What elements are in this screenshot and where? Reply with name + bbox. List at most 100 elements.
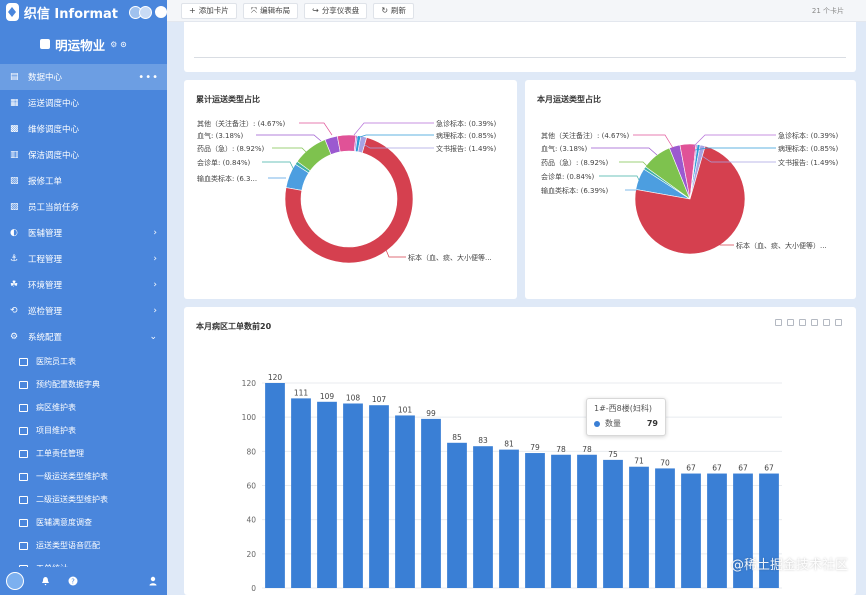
- avatar[interactable]: [6, 572, 24, 590]
- refresh-icon[interactable]: [799, 319, 806, 326]
- sidebar-item[interactable]: ▦ 运送调度中心: [0, 90, 167, 116]
- sidebar-item[interactable]: ◐ 医辅管理 ›: [0, 220, 167, 246]
- sidebar-item[interactable]: ☘ 环境管理 ›: [0, 272, 167, 298]
- user-settings-icon[interactable]: [147, 574, 161, 588]
- data-view-icon[interactable]: [787, 319, 794, 326]
- bar[interactable]: [577, 454, 597, 588]
- sidebar-item[interactable]: ▩ 维修调度中心: [0, 116, 167, 142]
- tooltip-title: 1#-西8楼(妇科): [594, 404, 653, 413]
- pie-slice[interactable]: [284, 137, 414, 264]
- org-settings-icon[interactable]: ⚙ ⊙: [110, 39, 127, 49]
- bar[interactable]: [265, 383, 285, 588]
- sidebar-item[interactable]: ▨ 员工当前任务: [0, 194, 167, 220]
- add-card-button[interactable]: + 添加卡片: [181, 2, 237, 19]
- sidebar-sub-item[interactable]: 病区维护表: [0, 396, 167, 419]
- legend-label-other: 其他（关注备注）: (4.67%): [197, 120, 286, 128]
- series-dot-icon: [594, 420, 600, 427]
- card-count: 21 个卡片: [811, 6, 844, 15]
- sidebar-item-label: 保洁调度中心: [28, 151, 80, 161]
- legend-label-blood: 血气: (3.18%): [541, 145, 588, 153]
- card-title: 本月运送类型占比: [537, 95, 601, 104]
- sidebar-sub-item[interactable]: 医辅满意度调查: [0, 511, 167, 534]
- y-tick-label: 0: [251, 584, 256, 593]
- sidebar-sub-item[interactable]: 预约配置数据字典: [0, 373, 167, 396]
- sidebar-item[interactable]: ▤ 数据中心 •••: [0, 64, 167, 90]
- sidebar-menu: ▤ 数据中心 ••• ▦ 运送调度中心 ▩ 维修调度中心 ▥ 保洁调度中心 ▧ 报修工单 ▨ 员工当前任…: [0, 64, 167, 580]
- bar[interactable]: [655, 468, 675, 588]
- leader-line: [698, 153, 776, 163]
- sidebar-sub-item-label: 医辅满意度调查: [36, 518, 92, 527]
- sidebar-sub-item[interactable]: 医院员工表: [0, 350, 167, 373]
- sidebar-sub-item-label: 二级运送类型维护表: [36, 495, 108, 504]
- sidebar-item[interactable]: ⟲ 巡检管理 ›: [0, 298, 167, 324]
- leader-line: [262, 161, 295, 171]
- bar-value-label: 99: [426, 409, 436, 418]
- leader-line: [633, 134, 674, 149]
- legend-label-consult: 会诊单: (0.84%): [197, 159, 251, 167]
- chevron-icon: ›: [153, 280, 157, 290]
- menu-icon: ▧: [10, 176, 19, 186]
- sidebar-item-label: 巡检管理: [28, 307, 63, 317]
- legend-label-drug: 药品（急）: (8.92%): [197, 145, 265, 153]
- tooltip-value: 79: [646, 419, 658, 428]
- pie-slice[interactable]: [634, 145, 746, 255]
- settings-icon[interactable]: [835, 319, 842, 326]
- help-icon[interactable]: ?: [66, 574, 80, 588]
- leader-line: [256, 134, 322, 142]
- sidebar-item[interactable]: ▧ 报修工单: [0, 168, 167, 194]
- bar-value-label: 109: [320, 392, 335, 401]
- menu-icon: ⚙: [10, 332, 19, 342]
- bar[interactable]: [317, 401, 337, 588]
- chevron-down-icon[interactable]: [155, 5, 167, 18]
- refresh-button[interactable]: ↻ 刷新: [373, 2, 415, 19]
- bar-value-label: 71: [634, 457, 644, 466]
- copy-icon[interactable]: [823, 319, 830, 326]
- bar[interactable]: [369, 405, 389, 588]
- bar[interactable]: [603, 459, 623, 588]
- sidebar-sub-item[interactable]: 一级运送类型维护表: [0, 465, 167, 488]
- legend-label-transfusion: 输血类标本: (6.39%): [541, 187, 609, 195]
- team-avatars[interactable]: [129, 5, 167, 19]
- edit-layout-button[interactable]: ⤧ 编辑布局: [242, 2, 299, 19]
- bar[interactable]: [629, 466, 649, 588]
- image-download-icon[interactable]: [775, 319, 782, 326]
- legend-label-blood: 血气: (3.18%): [197, 132, 244, 140]
- leader-line: [383, 244, 406, 258]
- bar[interactable]: [421, 418, 441, 588]
- sidebar-sub-item[interactable]: 项目维护表: [0, 419, 167, 442]
- sidebar-item[interactable]: ▥ 保洁调度中心: [0, 142, 167, 168]
- avatar[interactable]: [139, 5, 152, 19]
- sidebar-sub-item[interactable]: 工单责任管理: [0, 442, 167, 465]
- more-icon[interactable]: •••: [138, 71, 159, 83]
- legend-label-document: 文书报告: (1.49%): [436, 145, 497, 153]
- bar[interactable]: [343, 403, 363, 589]
- bar[interactable]: [551, 454, 571, 588]
- legend-label-emergency: 急诊标本: (0.39%): [436, 120, 497, 128]
- bar[interactable]: [447, 442, 467, 588]
- sidebar-item[interactable]: ⚙ 系统配置 ⌄: [0, 324, 167, 350]
- bell-icon[interactable]: [38, 574, 52, 588]
- leader-line: [714, 239, 734, 246]
- bar[interactable]: [759, 473, 779, 588]
- sidebar-sub-item[interactable]: 二级运送类型维护表: [0, 488, 167, 511]
- sidebar-item[interactable]: ⚓ 工程管理 ›: [0, 246, 167, 272]
- bar[interactable]: [291, 398, 311, 588]
- pie-slice[interactable]: [336, 134, 357, 153]
- sidebar-sub-item[interactable]: 运送类型语音匹配: [0, 534, 167, 557]
- ward-work-order-top20-card: 本月病区工单数前20 0 20 40 60 80 100 120 120 111 109 108 10…: [184, 307, 856, 595]
- bar[interactable]: [733, 473, 753, 588]
- y-tick-label: 80: [246, 447, 256, 456]
- table-icon: [19, 495, 28, 504]
- dashboard-toolbar: + 添加卡片 ⤧ 编辑布局 ↪ 分享仪表盘 ↻ 刷新 21 个卡片: [167, 0, 866, 22]
- bar[interactable]: [681, 473, 701, 588]
- org-switcher[interactable]: 明运物业 ⚙ ⊙: [0, 24, 167, 64]
- bar[interactable]: [525, 453, 545, 588]
- bar[interactable]: [499, 449, 519, 588]
- fullscreen-icon[interactable]: [811, 319, 818, 326]
- add-card-label: 添加卡片: [198, 6, 229, 15]
- bar[interactable]: [395, 415, 415, 588]
- refresh-label: 刷新: [391, 6, 407, 15]
- bar[interactable]: [707, 473, 727, 588]
- share-dashboard-button[interactable]: ↪ 分享仪表盘: [304, 2, 368, 19]
- bar[interactable]: [473, 446, 493, 588]
